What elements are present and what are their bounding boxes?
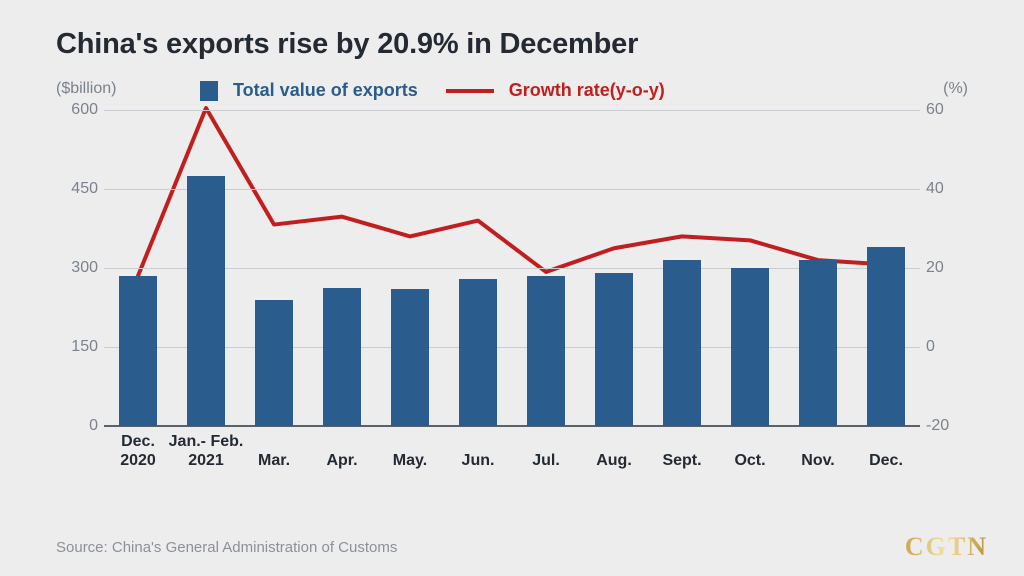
x-tick-label: Oct. bbox=[734, 452, 765, 470]
x-tick-label: Dec. bbox=[869, 452, 903, 470]
grid-line bbox=[104, 189, 920, 190]
chart-title: China's exports rise by 20.9% in Decembe… bbox=[56, 28, 638, 61]
bar-swatch-icon bbox=[200, 81, 218, 101]
y-axis-left-unit: ($billion) bbox=[56, 80, 116, 98]
legend: Total value of exports Growth rate(y-o-y… bbox=[200, 80, 665, 101]
x-tick-label: Dec. 2020 bbox=[120, 433, 156, 470]
y-tick-right: 60 bbox=[926, 101, 968, 119]
y-tick-right: 0 bbox=[926, 338, 968, 356]
x-tick-label: May. bbox=[393, 452, 427, 470]
line-swatch-icon bbox=[446, 89, 494, 93]
bar bbox=[799, 260, 837, 426]
y-tick-left: 450 bbox=[56, 180, 98, 198]
legend-line: Growth rate(y-o-y) bbox=[446, 80, 665, 101]
x-tick-label: Nov. bbox=[801, 452, 834, 470]
bar bbox=[459, 279, 497, 426]
bar bbox=[255, 300, 293, 426]
x-tick-label: Aug. bbox=[596, 452, 632, 470]
grid-line bbox=[104, 268, 920, 269]
y-axis-right-unit: (%) bbox=[943, 80, 968, 98]
bar bbox=[391, 289, 429, 426]
y-tick-left: 150 bbox=[56, 338, 98, 356]
bar bbox=[119, 276, 157, 426]
x-tick-label: Jun. bbox=[462, 452, 495, 470]
x-tick-label: Mar. bbox=[258, 452, 290, 470]
y-tick-left: 300 bbox=[56, 259, 98, 277]
legend-bar: Total value of exports bbox=[200, 80, 418, 101]
x-tick-label: Jan.- Feb. 2021 bbox=[169, 433, 244, 470]
brand-logo: CGTN bbox=[905, 532, 988, 562]
bar bbox=[867, 247, 905, 426]
y-tick-right: 40 bbox=[926, 180, 968, 198]
y-tick-left: 600 bbox=[56, 101, 98, 119]
legend-line-label: Growth rate(y-o-y) bbox=[509, 80, 665, 100]
grid-line bbox=[104, 347, 920, 348]
y-tick-left: 0 bbox=[56, 417, 98, 435]
bar bbox=[323, 288, 361, 427]
bar bbox=[595, 273, 633, 426]
source-text: Source: China's General Administration o… bbox=[56, 539, 397, 556]
chart-area: 0-201500300204504060060Dec. 2020Jan.- Fe… bbox=[56, 110, 968, 470]
bar bbox=[527, 276, 565, 426]
y-tick-right: 20 bbox=[926, 259, 968, 277]
bar bbox=[663, 260, 701, 426]
grid-line bbox=[104, 110, 920, 111]
y-tick-right: -20 bbox=[926, 417, 968, 435]
x-tick-label: Sept. bbox=[662, 452, 701, 470]
legend-bar-label: Total value of exports bbox=[233, 80, 418, 100]
plot-area: 0-201500300204504060060Dec. 2020Jan.- Fe… bbox=[104, 110, 920, 426]
x-tick-label: Apr. bbox=[326, 452, 357, 470]
x-tick-label: Jul. bbox=[532, 452, 560, 470]
bar bbox=[187, 176, 225, 426]
bar bbox=[731, 268, 769, 426]
